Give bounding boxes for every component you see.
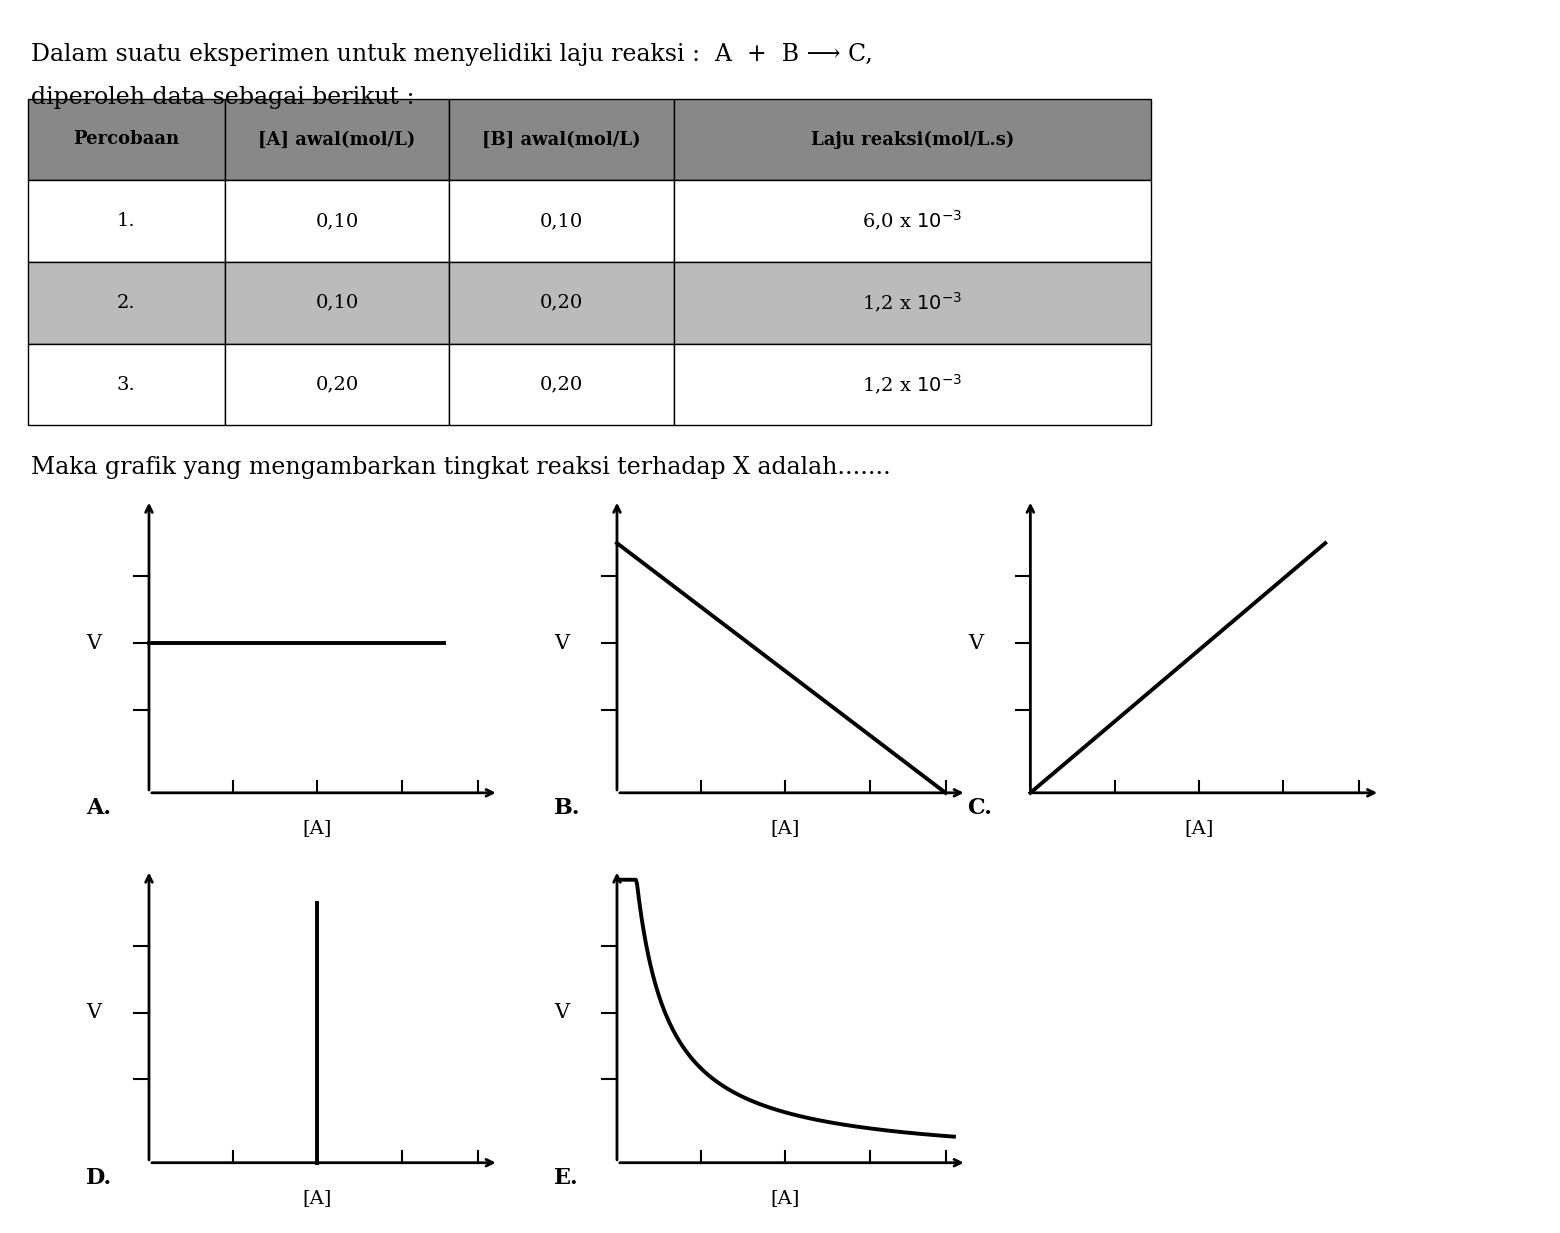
FancyBboxPatch shape: [674, 344, 1151, 425]
Text: 1.: 1.: [117, 212, 136, 231]
Text: 3.: 3.: [117, 376, 136, 393]
Text: B.: B.: [554, 798, 580, 820]
Text: Laju reaksi(mol/L.s): Laju reaksi(mol/L.s): [811, 131, 1014, 149]
Text: [A]: [A]: [771, 820, 800, 837]
Text: 0,20: 0,20: [540, 293, 583, 312]
Text: 0,20: 0,20: [540, 376, 583, 393]
Text: V: V: [87, 1004, 101, 1022]
Text: [A] awal(mol/L): [A] awal(mol/L): [259, 131, 415, 148]
Text: Maka grafik yang mengambarkan tingkat reaksi terhadap X adalah.......: Maka grafik yang mengambarkan tingkat re…: [31, 456, 891, 480]
FancyBboxPatch shape: [674, 261, 1151, 344]
Text: 0,10: 0,10: [540, 212, 583, 231]
Text: Percobaan: Percobaan: [73, 131, 179, 148]
Text: V: V: [969, 634, 983, 652]
Text: 2.: 2.: [117, 293, 136, 312]
FancyBboxPatch shape: [28, 99, 225, 180]
Text: 0,10: 0,10: [315, 293, 359, 312]
FancyBboxPatch shape: [28, 261, 225, 344]
Text: [A]: [A]: [771, 1190, 800, 1207]
Text: C.: C.: [967, 798, 992, 820]
Text: A.: A.: [86, 798, 111, 820]
FancyBboxPatch shape: [449, 99, 674, 180]
FancyBboxPatch shape: [28, 180, 225, 261]
FancyBboxPatch shape: [28, 344, 225, 425]
FancyBboxPatch shape: [449, 344, 674, 425]
FancyBboxPatch shape: [225, 180, 449, 261]
Text: D.: D.: [86, 1168, 112, 1190]
Text: V: V: [87, 634, 101, 652]
FancyBboxPatch shape: [674, 99, 1151, 180]
Text: [B] awal(mol/L): [B] awal(mol/L): [482, 131, 641, 148]
FancyBboxPatch shape: [225, 261, 449, 344]
FancyBboxPatch shape: [449, 261, 674, 344]
Text: 0,20: 0,20: [315, 376, 359, 393]
Text: 0,10: 0,10: [315, 212, 359, 231]
FancyBboxPatch shape: [449, 180, 674, 261]
Text: 6,0 x $10^{-3}$: 6,0 x $10^{-3}$: [863, 210, 963, 233]
Text: 1,2 x $10^{-3}$: 1,2 x $10^{-3}$: [863, 372, 963, 397]
FancyBboxPatch shape: [225, 344, 449, 425]
Text: E.: E.: [554, 1168, 579, 1190]
Text: [A]: [A]: [303, 820, 332, 837]
Text: V: V: [555, 634, 569, 652]
Text: Dalam suatu eksperimen untuk menyelidiki laju reaksi :  A  +  B ⟶ C,: Dalam suatu eksperimen untuk menyelidiki…: [31, 43, 874, 67]
FancyBboxPatch shape: [674, 180, 1151, 261]
FancyBboxPatch shape: [225, 99, 449, 180]
Text: [A]: [A]: [1184, 820, 1214, 837]
Text: [A]: [A]: [303, 1190, 332, 1207]
Text: 1,2 x $10^{-3}$: 1,2 x $10^{-3}$: [863, 291, 963, 314]
Text: V: V: [555, 1004, 569, 1022]
Text: diperoleh data sebagai berikut :: diperoleh data sebagai berikut :: [31, 86, 415, 110]
